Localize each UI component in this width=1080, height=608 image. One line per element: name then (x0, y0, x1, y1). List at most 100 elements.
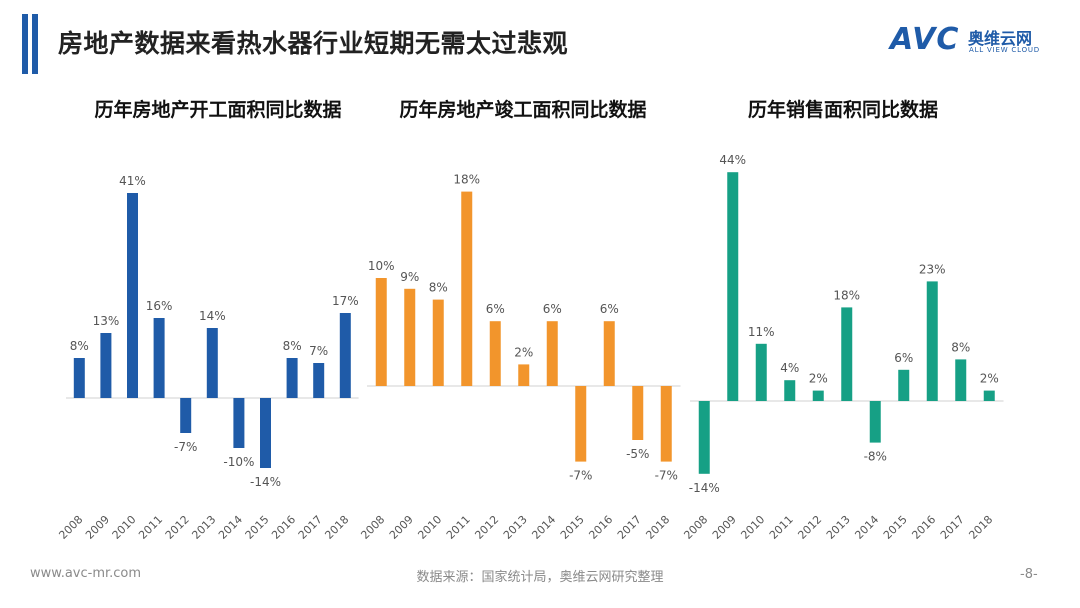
title-accent-bar-2 (32, 14, 38, 74)
x-tick-label: 2008 (56, 513, 85, 542)
x-tick-label: 2010 (415, 513, 444, 542)
data-label: -7% (569, 469, 592, 483)
data-label: 9% (400, 270, 419, 284)
x-tick-label: 2018 (322, 513, 351, 542)
x-tick-label: 2015 (881, 513, 910, 542)
brand-logo: AVC 奥维云网 ALL VIEW CLOUD (890, 22, 1060, 58)
bar (755, 343, 767, 401)
bar (432, 299, 444, 386)
x-tick-label: 2009 (710, 513, 739, 542)
title-accent-bar (22, 14, 28, 74)
bar (983, 390, 995, 401)
bar (127, 193, 138, 398)
data-label: 14% (199, 309, 226, 323)
x-tick-label: 2017 (296, 513, 325, 542)
bar (898, 369, 910, 401)
bar (153, 318, 165, 398)
data-label: -8% (864, 450, 887, 464)
bar (841, 307, 853, 401)
data-label: 2% (980, 372, 999, 386)
x-tick-label: 2008 (681, 513, 710, 542)
x-tick-label: 2016 (269, 513, 298, 542)
bar (812, 390, 824, 401)
bar (603, 321, 615, 386)
data-label: 8% (70, 339, 89, 353)
data-label: 6% (600, 302, 619, 316)
bar (73, 358, 85, 398)
data-label: 6% (543, 302, 562, 316)
bar (461, 191, 473, 386)
data-label: 11% (748, 325, 775, 339)
data-label: -10% (223, 455, 254, 469)
x-tick-label: 2017 (615, 513, 644, 542)
x-tick-label: 2014 (852, 513, 881, 542)
bar (698, 401, 710, 474)
data-label: 13% (93, 314, 120, 328)
data-label: -5% (626, 447, 649, 461)
x-tick-label: 2010 (110, 513, 139, 542)
bar (660, 386, 672, 462)
data-label: 44% (719, 153, 746, 167)
chart-title-completions: 历年房地产竣工面积同比数据 (399, 99, 647, 121)
bar (260, 398, 271, 468)
bar (727, 172, 739, 401)
x-tick-label: 2014 (529, 513, 558, 542)
bar (926, 281, 938, 401)
data-label: 4% (780, 361, 799, 375)
bar (784, 380, 796, 401)
data-label: 10% (368, 259, 395, 273)
data-label: 16% (146, 299, 173, 313)
bar (100, 333, 112, 398)
x-tick-label: 2011 (136, 513, 165, 542)
data-label: -14% (689, 481, 720, 495)
bar (206, 328, 218, 398)
chart-title-sales: 历年销售面积同比数据 (747, 99, 938, 121)
page-title: 房地产数据来看热水器行业短期无需太过悲观 (58, 29, 569, 58)
data-label: 41% (119, 174, 146, 188)
x-tick-label: 2016 (909, 513, 938, 542)
x-tick-label: 2012 (163, 513, 192, 542)
x-tick-label: 2008 (358, 513, 387, 542)
brand-name-cn: 奥维云网 (968, 29, 1033, 48)
data-label: 2% (809, 372, 828, 386)
x-tick-label: 2009 (83, 513, 112, 542)
x-tick-label: 2015 (243, 513, 272, 542)
x-tick-label: 2016 (586, 513, 615, 542)
bar (404, 288, 416, 386)
data-label: -7% (655, 469, 678, 483)
footer-website: www.avc-mr.com (30, 566, 142, 581)
x-tick-label: 2017 (938, 513, 967, 542)
bar (233, 398, 245, 448)
data-label: 6% (486, 302, 505, 316)
x-tick-label: 2011 (767, 513, 796, 542)
data-label: -7% (174, 440, 197, 454)
data-label: 8% (951, 340, 970, 354)
chart-title-starts: 历年房地产开工面积同比数据 (94, 99, 342, 121)
x-tick-label: 2015 (558, 513, 587, 542)
x-tick-label: 2013 (824, 513, 853, 542)
bar (375, 278, 387, 386)
data-label: 6% (894, 351, 913, 365)
x-tick-label: 2012 (472, 513, 501, 542)
footer-page-number: -8- (1020, 567, 1038, 582)
bar (489, 321, 501, 386)
brand-mark: AVC (890, 22, 960, 57)
x-tick-label: 2013 (189, 513, 218, 542)
x-tick-label: 2010 (738, 513, 767, 542)
data-label: -14% (250, 475, 281, 489)
chart-panel-2: -14% 2008 44% 2009 11% 2010 4% 2011 2% 2012 18% 201… (681, 153, 1004, 542)
x-tick-label: 2014 (216, 513, 245, 542)
bar (180, 398, 192, 433)
x-tick-label: 2009 (387, 513, 416, 542)
bar (955, 359, 967, 401)
bar (518, 364, 530, 386)
x-tick-label: 2018 (643, 513, 672, 542)
data-label: 18% (453, 173, 480, 187)
chart-panel-1: 10% 2008 9% 2009 8% 2010 18% 2011 6% 2012 2% 2013 6%… (358, 173, 681, 542)
bar (313, 363, 325, 398)
data-label: 18% (833, 288, 860, 302)
data-label: 2% (514, 345, 533, 359)
bar (632, 386, 644, 440)
brand-name-en: ALL VIEW CLOUD (969, 46, 1040, 54)
